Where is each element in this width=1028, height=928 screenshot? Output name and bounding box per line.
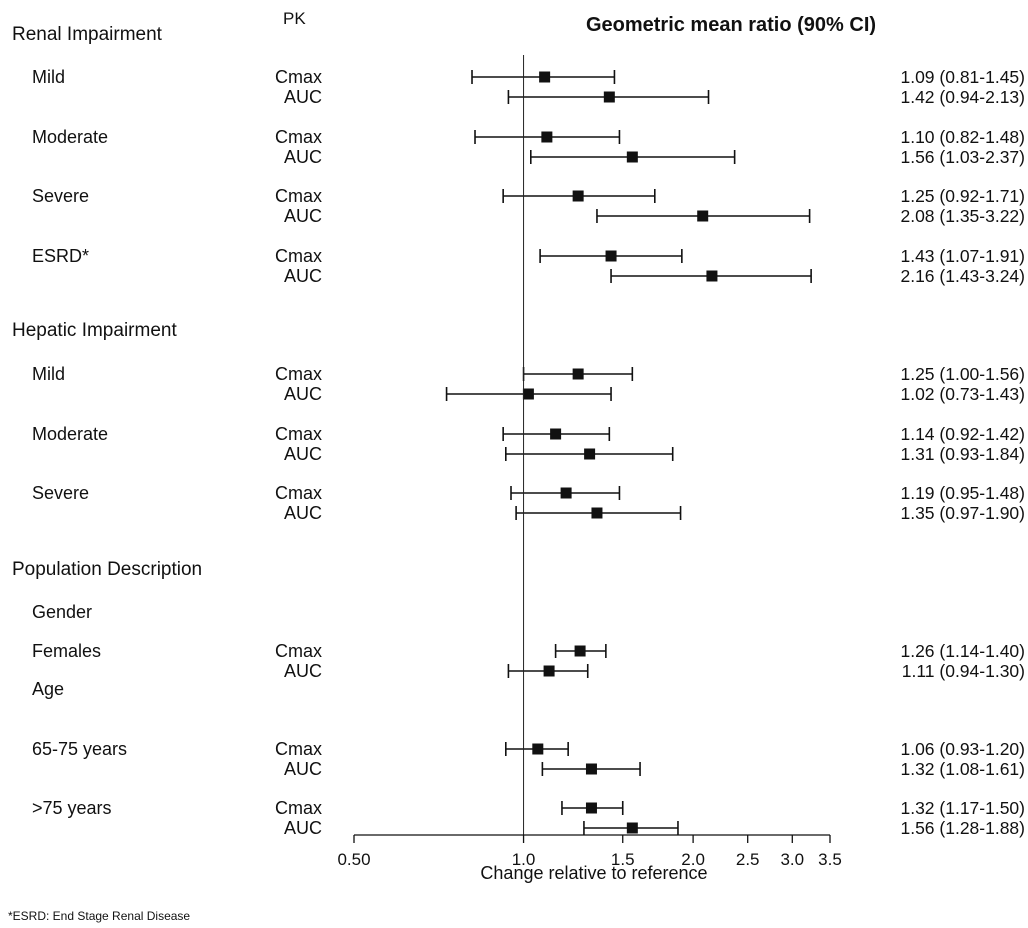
gmr-point: [550, 428, 562, 440]
group-label: Severe: [32, 186, 89, 206]
pk-label: Cmax: [275, 641, 322, 661]
gmr-value-label: 1.25 (0.92-1.71): [900, 186, 1025, 206]
group-label: ESRD*: [32, 246, 89, 266]
group-label: Mild: [32, 364, 65, 384]
forest-rows: Renal Impairment Mild Cmax 1.09 (0.81-1.45)…: [12, 24, 1025, 838]
group-label: >75 years: [32, 798, 112, 818]
group-label: Females: [32, 641, 101, 661]
gmr-value-label: 1.06 (0.93-1.20): [900, 739, 1025, 759]
gmr-value-label: 1.26 (1.14-1.40): [900, 641, 1025, 661]
x-tick-label: 2.0: [681, 850, 705, 869]
pk-label: AUC: [284, 147, 322, 167]
pk-label: AUC: [284, 87, 322, 107]
footnote: *ESRD: End Stage Renal Disease: [8, 909, 190, 923]
gmr-point: [572, 190, 584, 202]
pk-label: AUC: [284, 384, 322, 404]
gmr-point: [574, 645, 586, 657]
gmr-point: [605, 250, 617, 262]
pk-label: Cmax: [275, 483, 322, 503]
pk-label: Cmax: [275, 127, 322, 147]
gmr-value-label: 1.35 (0.97-1.90): [900, 503, 1025, 523]
gmr-value-label: 1.19 (0.95-1.48): [900, 483, 1025, 503]
pk-label: Cmax: [275, 364, 322, 384]
pk-label: Cmax: [275, 798, 322, 818]
gmr-point: [626, 822, 638, 834]
gmr-point: [541, 131, 553, 143]
pk-label: Cmax: [275, 246, 322, 266]
gmr-point: [585, 802, 597, 814]
gmr-value-label: 1.43 (1.07-1.91): [900, 246, 1025, 266]
pk-label: AUC: [284, 503, 322, 523]
group-label: 65-75 years: [32, 739, 127, 759]
section-label: Renal Impairment: [12, 24, 163, 45]
x-tick-label: 2.5: [736, 850, 760, 869]
gmr-value-label: 1.09 (0.81-1.45): [900, 67, 1025, 87]
group-label: Moderate: [32, 424, 108, 444]
gmr-value-label: 1.42 (0.94-2.13): [900, 87, 1025, 107]
gmr-point: [585, 763, 597, 775]
pk-label: Cmax: [275, 67, 322, 87]
group-label: Mild: [32, 67, 65, 87]
gmr-value-label: 2.08 (1.35-3.22): [900, 206, 1025, 226]
gmr-point: [532, 743, 544, 755]
gmr-value-label: 1.02 (0.73-1.43): [900, 384, 1025, 404]
section-label: Hepatic Impairment: [12, 320, 177, 341]
gmr-value-label: 1.32 (1.17-1.50): [900, 798, 1025, 818]
gmr-point: [626, 151, 638, 163]
gmr-value-label: 1.10 (0.82-1.48): [900, 127, 1025, 147]
gmr-value-label: 2.16 (1.43-3.24): [900, 266, 1025, 286]
pk-label: AUC: [284, 444, 322, 464]
pk-label: AUC: [284, 818, 322, 838]
section-label: Population Description: [12, 559, 202, 580]
gmr-point: [560, 487, 572, 499]
x-tick-label: 3.0: [780, 850, 804, 869]
gmr-point: [522, 388, 534, 400]
gmr-point: [543, 665, 555, 677]
pk-label: Cmax: [275, 186, 322, 206]
gmr-value-label: 1.32 (1.08-1.61): [900, 759, 1025, 779]
gmr-point: [591, 507, 603, 519]
gmr-value-label: 1.56 (1.03-2.37): [900, 147, 1025, 167]
gmr-point: [697, 210, 709, 222]
x-tick-label: 3.5: [818, 850, 842, 869]
group-label: Age: [32, 679, 64, 699]
pk-label: AUC: [284, 206, 322, 226]
pk-label: AUC: [284, 266, 322, 286]
group-label: Severe: [32, 483, 89, 503]
pk-label: Cmax: [275, 424, 322, 444]
pk-label: AUC: [284, 759, 322, 779]
gmr-value-label: 1.14 (0.92-1.42): [900, 424, 1025, 444]
gmr-value-label: 1.25 (1.00-1.56): [900, 364, 1025, 384]
x-axis-label: Change relative to reference: [480, 863, 707, 883]
x-axis: 0.50 1.0 1.5 2.0 2.5 3.0 3.5: [337, 55, 842, 869]
gmr-point: [572, 368, 584, 380]
group-label: Moderate: [32, 127, 108, 147]
gmr-point: [706, 270, 718, 282]
gmr-point: [584, 448, 596, 460]
gmr-point: [539, 71, 551, 83]
x-tick-label: 0.50: [337, 850, 370, 869]
x-tick-label: 1.0: [512, 850, 536, 869]
x-tick-label: 1.5: [611, 850, 635, 869]
gmr-point: [603, 91, 615, 103]
group-label: Gender: [32, 602, 92, 622]
gmr-value-label: 1.31 (0.93-1.84): [900, 444, 1025, 464]
gmr-value-label: 1.56 (1.28-1.88): [900, 818, 1025, 838]
pk-label: AUC: [284, 661, 322, 681]
pk-label: Cmax: [275, 739, 322, 759]
gmr-value-label: 1.11 (0.94-1.30): [902, 661, 1025, 681]
pk-column-header: PK: [283, 9, 306, 28]
chart-title: Geometric mean ratio (90% CI): [586, 14, 876, 36]
